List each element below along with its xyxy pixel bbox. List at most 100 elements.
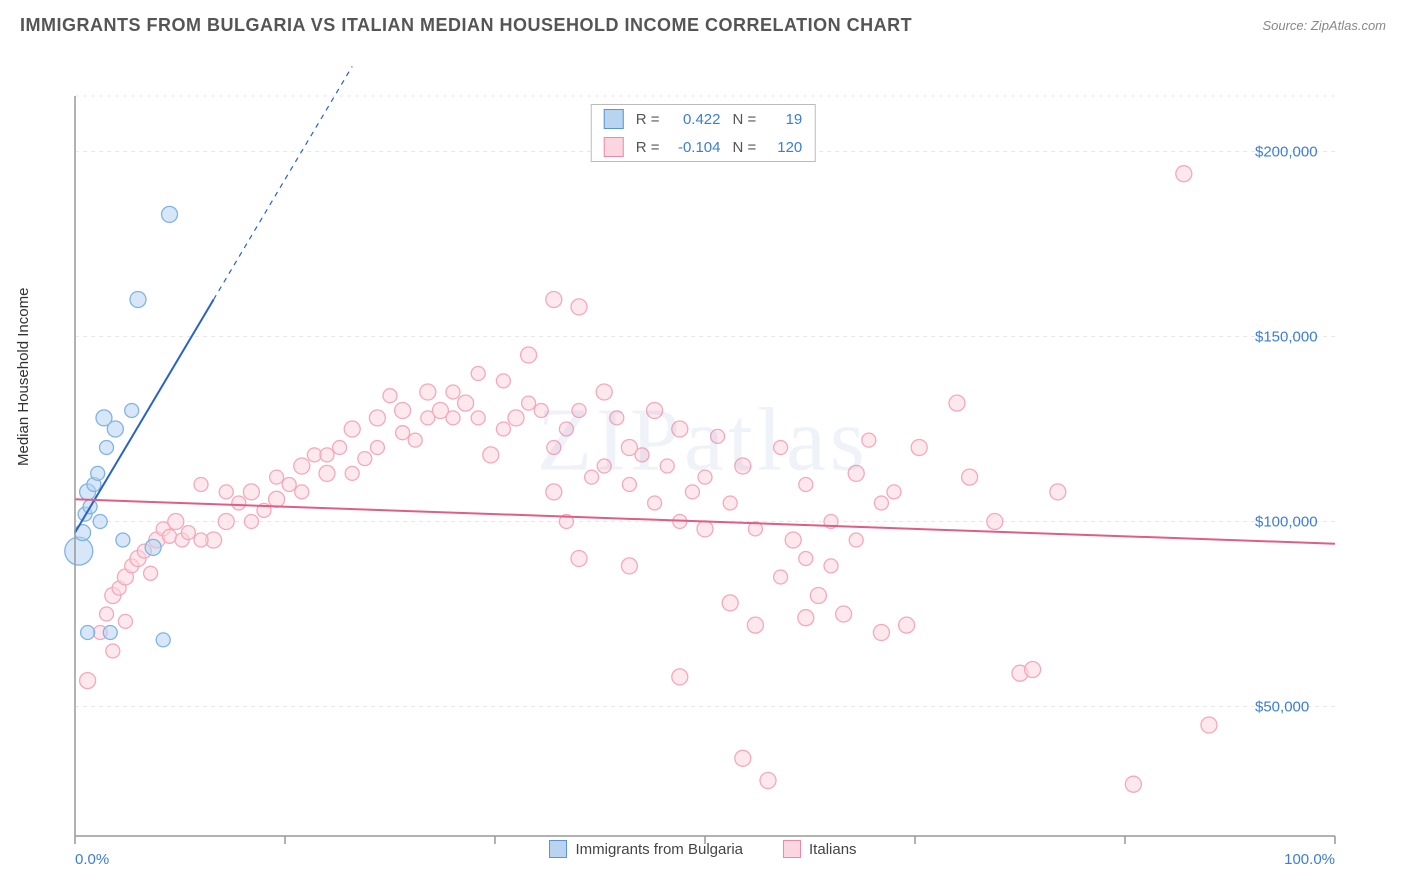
- legend-r-label: R =: [636, 111, 660, 128]
- data-point: [162, 206, 178, 222]
- data-point: [962, 469, 978, 485]
- data-point: [333, 441, 347, 455]
- data-point: [345, 466, 359, 480]
- data-point: [93, 515, 107, 529]
- data-point: [546, 484, 562, 500]
- data-point: [660, 459, 674, 473]
- data-point: [369, 410, 385, 426]
- data-point: [1201, 717, 1217, 733]
- data-point: [383, 389, 397, 403]
- data-point: [697, 521, 713, 537]
- data-point: [181, 526, 195, 540]
- data-point: [610, 411, 624, 425]
- series-legend-item: Italians: [783, 840, 857, 858]
- legend-swatch: [604, 137, 624, 157]
- data-point: [100, 607, 114, 621]
- data-point: [144, 566, 158, 580]
- data-point: [1176, 166, 1192, 182]
- data-point: [774, 441, 788, 455]
- data-point: [949, 395, 965, 411]
- series-legend: Immigrants from Bulgaria Italians: [20, 840, 1386, 858]
- data-point: [810, 588, 826, 604]
- legend-n-label: N =: [733, 139, 757, 156]
- data-point: [319, 465, 335, 481]
- data-point: [1125, 776, 1141, 792]
- trend-line-extrapolated: [214, 66, 353, 299]
- data-point: [395, 403, 411, 419]
- data-point: [421, 411, 435, 425]
- data-point: [774, 570, 788, 584]
- svg-text:$150,000: $150,000: [1255, 329, 1318, 346]
- data-point: [887, 485, 901, 499]
- data-point: [471, 367, 485, 381]
- data-point: [282, 478, 296, 492]
- data-point: [420, 384, 436, 400]
- data-point: [194, 478, 208, 492]
- data-point: [65, 537, 93, 565]
- data-point: [116, 533, 130, 547]
- chart-title: IMMIGRANTS FROM BULGARIA VS ITALIAN MEDI…: [20, 15, 912, 36]
- data-point: [862, 433, 876, 447]
- data-point: [672, 421, 688, 437]
- data-point: [571, 299, 587, 315]
- data-point: [722, 595, 738, 611]
- data-point: [798, 610, 814, 626]
- data-point: [218, 514, 234, 530]
- data-point: [571, 551, 587, 567]
- data-point: [358, 452, 372, 466]
- data-point: [585, 470, 599, 484]
- data-point: [168, 514, 184, 530]
- data-point: [81, 626, 95, 640]
- data-point: [647, 403, 663, 419]
- data-point: [521, 347, 537, 363]
- data-point: [848, 465, 864, 481]
- data-point: [243, 484, 259, 500]
- data-point: [1025, 662, 1041, 678]
- data-point: [799, 478, 813, 492]
- data-point: [307, 448, 321, 462]
- svg-text:$50,000: $50,000: [1255, 699, 1309, 716]
- legend-r-value: -0.104: [666, 139, 721, 156]
- data-point: [244, 515, 258, 529]
- data-point: [496, 374, 510, 388]
- data-point: [107, 421, 123, 437]
- data-point: [1050, 484, 1066, 500]
- data-point: [80, 673, 96, 689]
- series-legend-label: Italians: [809, 841, 857, 858]
- data-point: [987, 514, 1003, 530]
- data-point: [446, 385, 460, 399]
- data-point: [269, 491, 285, 507]
- data-point: [849, 533, 863, 547]
- data-point: [572, 404, 586, 418]
- data-point: [294, 458, 310, 474]
- data-point: [621, 558, 637, 574]
- data-point: [735, 750, 751, 766]
- data-point: [723, 496, 737, 510]
- data-point: [711, 429, 725, 443]
- data-point: [559, 422, 573, 436]
- legend-row: R = 0.422 N = 19: [592, 105, 815, 133]
- data-point: [320, 448, 334, 462]
- legend-n-label: N =: [733, 111, 757, 128]
- data-point: [735, 458, 751, 474]
- data-point: [747, 617, 763, 633]
- data-point: [156, 633, 170, 647]
- data-point: [785, 532, 801, 548]
- data-point: [106, 644, 120, 658]
- correlation-legend: R = 0.422 N = 19 R = -0.104 N = 120: [591, 104, 816, 162]
- data-point: [873, 625, 889, 641]
- legend-row: R = -0.104 N = 120: [592, 133, 815, 161]
- data-point: [370, 441, 384, 455]
- legend-n-value: 120: [762, 139, 802, 156]
- data-point: [471, 411, 485, 425]
- data-point: [91, 466, 105, 480]
- data-point: [596, 384, 612, 400]
- data-point: [522, 396, 536, 410]
- data-point: [75, 525, 91, 541]
- scatter-chart: $50,000$100,000$150,000$200,0000.0%100.0…: [20, 46, 1386, 866]
- data-point: [874, 496, 888, 510]
- series-legend-item: Immigrants from Bulgaria: [549, 840, 743, 858]
- svg-text:$100,000: $100,000: [1255, 514, 1318, 531]
- data-point: [194, 533, 208, 547]
- data-point: [597, 459, 611, 473]
